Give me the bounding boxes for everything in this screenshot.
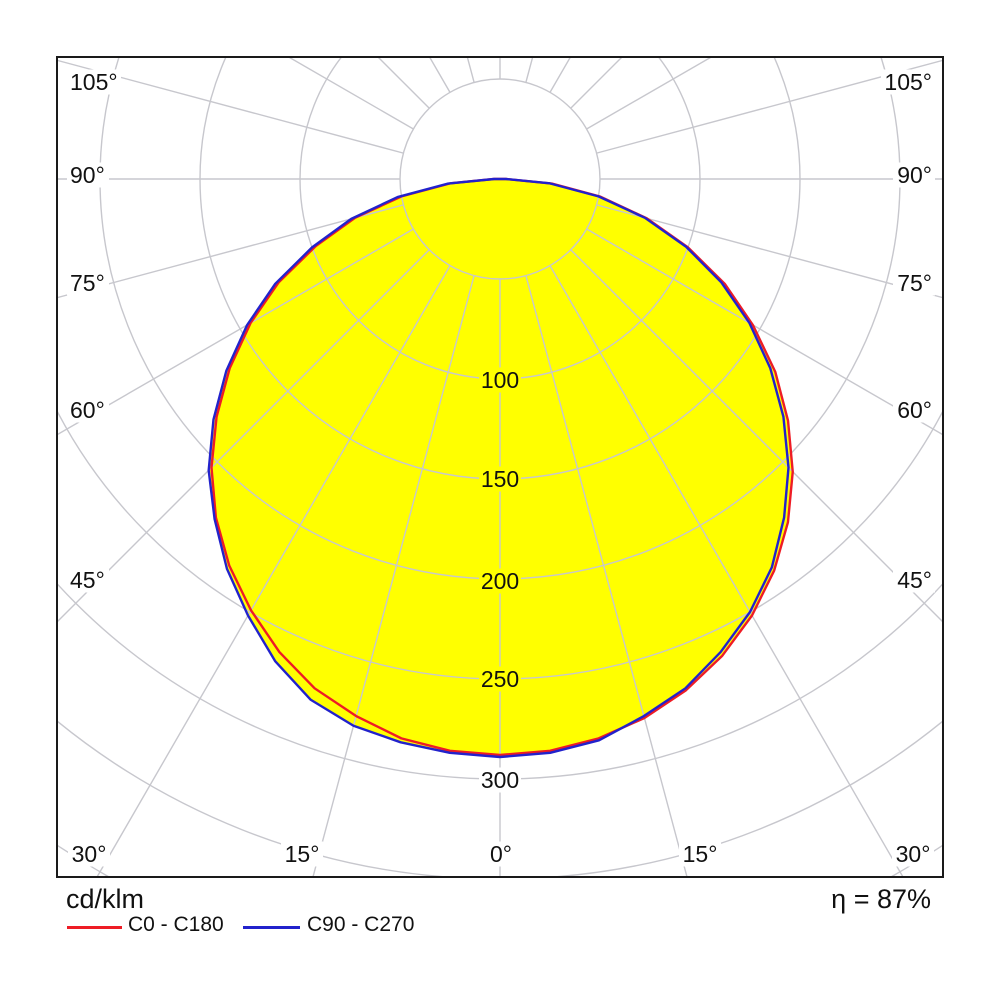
grid-ray (525, 58, 534, 83)
grid-ray (570, 249, 942, 622)
c90-c270-curve (207, 177, 790, 759)
grid-ray (58, 228, 414, 435)
label-knockout (67, 69, 121, 95)
grid-ray (586, 58, 711, 130)
axis-tick-label: 15° (285, 841, 320, 867)
label-knockout (892, 841, 934, 867)
axis-tick-label: 75° (897, 270, 932, 296)
axis-tick-label: 45° (70, 567, 105, 593)
axis-tick-label: 45° (897, 567, 932, 593)
axis-tick-label: 200 (481, 568, 519, 594)
label-knockout (486, 841, 516, 867)
axis-tick-label: 60° (897, 397, 932, 423)
label-knockout (68, 841, 110, 867)
legend-line-c0-c180 (67, 926, 122, 929)
axis-tick-label: 150 (481, 466, 519, 492)
axis-tick-label: 75° (70, 270, 105, 296)
grid-ray (570, 58, 622, 109)
label-knockout (479, 367, 521, 393)
axis-tick-label: 60° (70, 397, 105, 423)
grid-ray (96, 265, 451, 876)
label-knockout (67, 397, 109, 423)
axis-tick-label: 250 (481, 666, 519, 692)
label-knockout (479, 466, 521, 492)
light-output-ratio-label: η = 87% (831, 884, 931, 914)
label-knockout (679, 841, 721, 867)
axis-tick-label: 30° (896, 841, 931, 867)
axis-tick-label: 0° (490, 841, 512, 867)
legend-label-c90-c270: C90 - C270 (307, 913, 415, 936)
grid-ray (596, 59, 942, 154)
axis-tick-label: 300 (481, 767, 519, 793)
axis-tick-label: 105° (884, 69, 932, 95)
label-knockout (67, 270, 109, 296)
axis-tick-label: 105° (70, 69, 118, 95)
label-knockout (893, 162, 935, 188)
unit-label: cd/klm (66, 884, 145, 914)
grid-ray (586, 228, 942, 435)
c0-c180-curve (210, 177, 794, 757)
label-knockout (479, 767, 521, 793)
grid-ray (549, 265, 904, 876)
label-knockout (281, 841, 323, 867)
label-knockout (67, 567, 109, 593)
axis-tick-label: 15° (683, 841, 718, 867)
axis-tick-label: 90° (70, 162, 105, 188)
label-knockout (67, 162, 109, 188)
axis-tick-label: 30° (72, 841, 107, 867)
label-knockout (479, 666, 521, 692)
axis-tick-label: 90° (897, 162, 932, 188)
label-knockout (893, 397, 935, 423)
axis-tick-label: 100 (481, 367, 519, 393)
grid-ray (466, 58, 475, 83)
label-knockout (479, 568, 521, 594)
grid-ray (58, 249, 430, 622)
label-knockout (881, 69, 935, 95)
legend-label-c0-c180: C0 - C180 (128, 913, 224, 936)
axis-labels: 105° 90° 75° 60° 45° 105° 90° 75° 60° 45° 30° 15° 0°… (67, 69, 935, 867)
grid-ray (58, 59, 404, 154)
label-knockout (893, 567, 935, 593)
grid-ray (312, 275, 475, 876)
grid-ray (289, 58, 414, 130)
diagram-frame (56, 56, 944, 878)
grid-ray (58, 204, 404, 299)
grid-ray (525, 275, 688, 876)
grid-ray (596, 204, 942, 299)
label-knockout (893, 270, 935, 296)
legend-line-c90-c270 (243, 926, 300, 929)
grid-ray (378, 58, 430, 109)
